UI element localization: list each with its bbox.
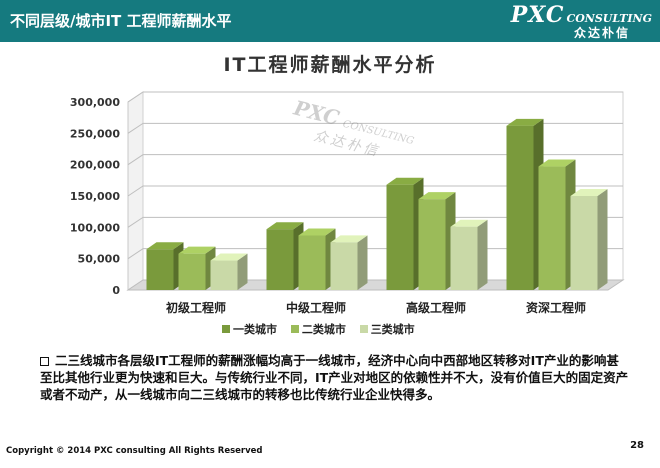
bar [330,242,358,290]
chart-floor [126,279,625,291]
bar [418,199,446,290]
gridline [127,216,623,228]
header-bar: 不同层级/城市IT 工程师薪酬水平 PXC CONSULTING 众达朴信 [0,0,660,42]
bar [450,226,478,290]
page-title: 不同层级/城市IT 工程师薪酬水平 [10,12,232,30]
bar-chart: 0 50,000 100,000 150,000 200,000 250,000 300,0… [70,91,625,315]
legend-item-series-1: 一类城市 [222,321,277,337]
x-category-label: 资深工程师 [526,300,586,315]
logo-consulting-text: CONSULTING [566,12,652,25]
bar-top [178,246,216,254]
x-category-label: 高级工程师 [406,300,466,315]
y-tick-label: 100,000 [70,221,120,234]
chart-legend: 一类城市 二类城市 三类城市 [222,321,425,337]
copyright-footer: Copyright © 2014 PXC consulting All Righ… [6,446,263,456]
bar [146,249,174,290]
bar-top [386,177,424,185]
legend-swatch [290,325,299,333]
bar-side [237,253,248,290]
description-text: 二三线城市各层级IT工程师的薪酬涨幅均高于一线城市，经济中心向中西部地区转移对I… [40,353,629,402]
bar [298,235,326,290]
gridline [127,154,623,166]
gridline [127,185,623,197]
legend-label: 二类城市 [301,323,346,336]
bar-top [450,219,488,227]
y-tick-label: 0 [112,284,120,297]
y-tick-label: 300,000 [70,96,120,109]
square-bullet-icon [40,357,49,366]
bar [506,125,534,291]
bar-top [506,118,544,126]
bar [210,260,238,290]
description-paragraph: 二三线城市各层级IT工程师的薪酬涨幅均高于一线城市，经济中心向中西部地区转移对I… [40,352,630,403]
bar [386,184,414,290]
pxc-logo: PXC CONSULTING 众达朴信 [482,2,652,40]
bar-top [570,189,608,196]
x-category-label: 初级工程师 [166,300,226,315]
bar [538,166,566,290]
gridline [127,122,623,134]
bar [570,196,598,290]
bar-top [538,159,576,167]
chart-title: IT工程师薪酬水平分析 [223,54,437,76]
bar-top [298,228,336,236]
bar-top [146,242,184,250]
bar-top [266,222,304,230]
y-tick-label: 200,000 [70,159,120,172]
y-tick-label: 150,000 [70,190,120,203]
y-tick-label: 250,000 [70,127,120,140]
x-category-label: 中级工程师 [286,300,346,315]
y-tick-label: 50,000 [78,253,121,266]
bar-top [418,192,456,200]
legend-label: 三类城市 [370,323,415,336]
legend-label: 一类城市 [233,323,277,336]
gridline [127,91,623,103]
legend-swatch [359,325,368,333]
logo-pxc-text: PXC [510,2,565,28]
bar [178,253,206,290]
bar-top [210,253,248,261]
bar [266,229,294,290]
legend-swatch [222,325,230,333]
legend-item-series-3: 三类城市 [359,321,415,337]
page-number: 28 [630,440,644,451]
bar-top [330,235,368,243]
legend-item-series-2: 二类城市 [290,321,346,337]
bar-side [477,219,488,290]
bar-side [357,235,368,290]
logo-chinese-text: 众达朴信 [573,26,630,40]
bar-side [597,189,608,290]
